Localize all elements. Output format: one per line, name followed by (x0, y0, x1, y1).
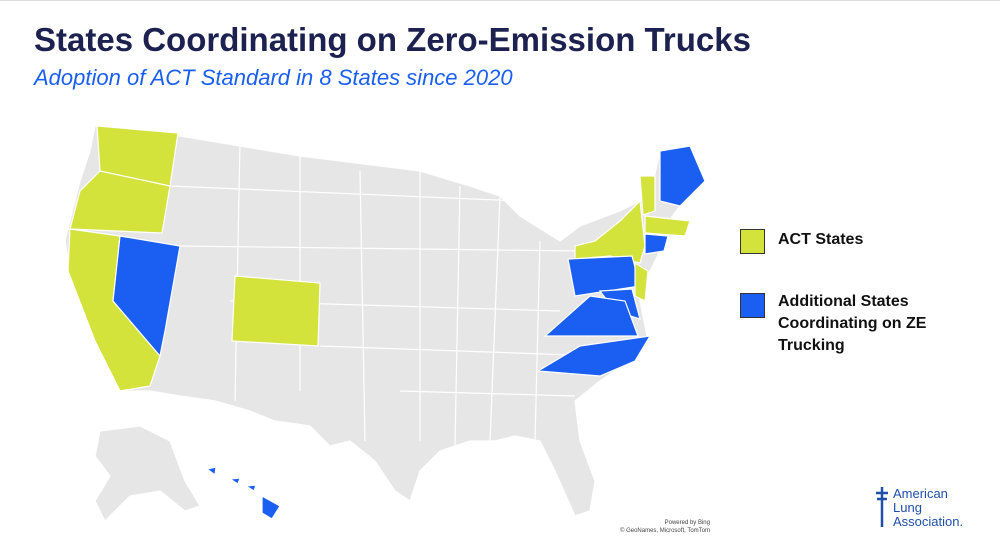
attribution-line: © GeoNames, Microsoft, TomTom (620, 528, 710, 534)
legend-swatch (740, 293, 765, 318)
logo: American Lung Association. (893, 487, 963, 529)
legend-label: Additional States Coordinating on ZE Tru… (778, 291, 926, 357)
attribution: Powered by Bing © GeoNames, Microsoft, T… (620, 519, 710, 535)
legend-line: Additional States (778, 293, 909, 310)
colored-states (67, 125, 706, 520)
subtitle: Adoption of ACT Standard in 8 States sin… (34, 65, 513, 90)
legend-line: Trucking (778, 337, 845, 354)
title: States Coordinating on Zero-Emission Tru… (34, 21, 751, 58)
legend-swatch (740, 229, 765, 254)
attribution-line: Powered by Bing (664, 520, 710, 526)
logo-cross (876, 487, 888, 527)
legend-label: ACT States (778, 231, 864, 248)
base-map (64, 125, 706, 523)
legend-line: Coordinating on ZE (778, 315, 927, 332)
logo-line: American (893, 486, 948, 501)
logo-line: Association. (893, 514, 964, 529)
logo-line: Lung (893, 500, 922, 515)
